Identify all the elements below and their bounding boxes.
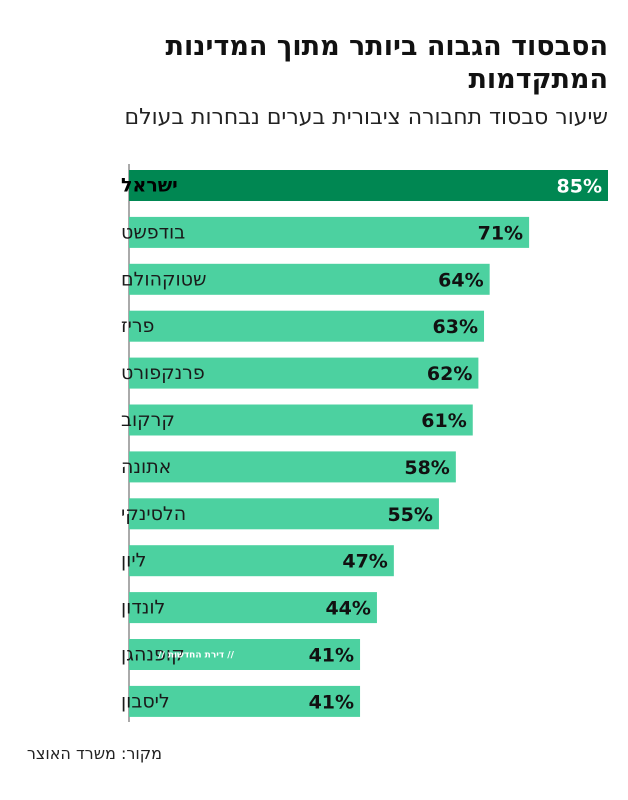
value-label-2: 64% [438, 269, 483, 291]
value-label-6: 58% [404, 457, 449, 479]
category-label-6: אתונה [121, 456, 171, 478]
chart-subtitle: שיעור סבסוד תחבורה ציבורית בערים נבחרות … [124, 105, 608, 130]
value-label-1: 71% [478, 222, 523, 244]
bar-8 [129, 545, 394, 577]
bar-2 [129, 263, 490, 295]
category-label-1: בודפשט [121, 221, 185, 243]
category-label-2: שטוקהולם [121, 268, 206, 290]
bar-7 [129, 498, 439, 530]
watermark-logo: // דירת החדשות // [158, 651, 234, 661]
value-label-8: 47% [342, 551, 387, 573]
category-label-9: לונדון [121, 597, 165, 619]
bar-0 [129, 170, 608, 201]
category-label-4: פרנקפורט [121, 362, 205, 384]
bar-5 [129, 404, 473, 436]
category-label-3: פריז [121, 315, 154, 337]
value-label-0: 85% [557, 176, 602, 198]
source-note: מקור: משרד האוצר [26, 744, 162, 763]
chart-title: הסבסוד הגבוה ביותר מתוך המדינות המתקדמות [165, 31, 608, 95]
category-label-7: הלסינקי [121, 503, 186, 525]
value-label-10: 41% [309, 645, 354, 667]
value-label-5: 61% [421, 410, 466, 432]
bar-10 [129, 639, 361, 670]
category-label-11: ליסבון [121, 690, 170, 712]
bar-chart: ישראל 85% בודפשט 71% שטוקהולם 64% פריז 63% פרנקפ… [121, 164, 608, 722]
category-label-8: ליון [121, 550, 146, 572]
bar-9 [129, 592, 377, 624]
category-label-10: קופנהגן [121, 644, 185, 666]
value-label-11: 41% [309, 691, 354, 713]
bar-4 [129, 357, 479, 389]
value-label-9: 44% [325, 598, 370, 620]
category-label-0: ישראל [121, 175, 178, 197]
value-label-7: 55% [387, 504, 432, 526]
bar-6 [129, 451, 456, 483]
value-label-4: 62% [427, 363, 472, 385]
bar-1 [129, 216, 530, 248]
bar-11 [129, 685, 361, 717]
category-label-5: קרקוב [121, 409, 175, 431]
value-label-3: 63% [433, 316, 478, 338]
bar-3 [129, 310, 485, 342]
